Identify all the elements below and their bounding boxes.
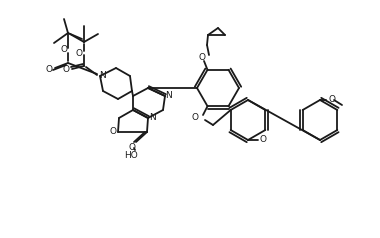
Text: N: N	[149, 114, 155, 123]
Text: O: O	[60, 45, 68, 55]
Text: O: O	[192, 114, 198, 123]
Text: O: O	[128, 143, 136, 152]
Text: O: O	[62, 64, 70, 74]
Text: O: O	[46, 65, 52, 74]
Text: HO: HO	[124, 150, 138, 159]
Text: O: O	[328, 95, 336, 104]
Text: O: O	[198, 53, 206, 61]
Text: O: O	[76, 50, 82, 59]
Text: N: N	[166, 90, 173, 99]
Text: O: O	[260, 135, 266, 144]
Text: O: O	[109, 128, 117, 137]
Text: N: N	[100, 70, 106, 79]
